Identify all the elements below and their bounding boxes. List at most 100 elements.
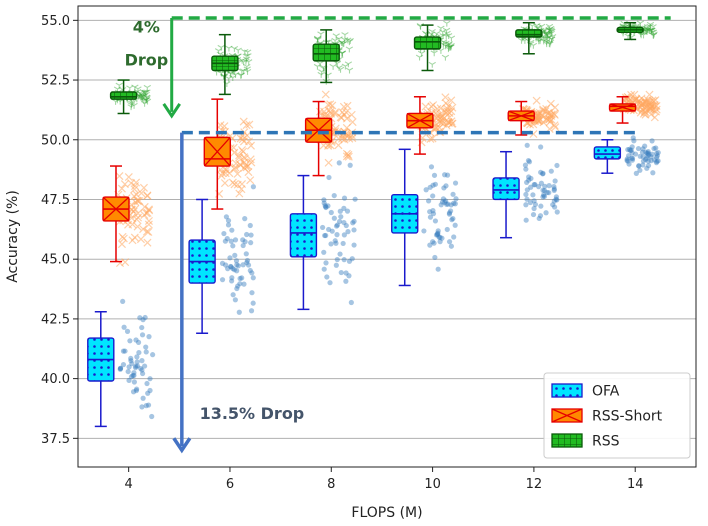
- rss-point: [313, 63, 322, 70]
- rss-short-point: [551, 123, 560, 132]
- rss-point: [243, 68, 252, 75]
- rss-point: [341, 32, 349, 38]
- ofa-point: [223, 214, 230, 220]
- ofa-point: [346, 273, 352, 279]
- ofa-point: [531, 198, 537, 204]
- ofa-point: [435, 232, 441, 238]
- rss-point: [111, 98, 120, 105]
- rss-short-point: [220, 179, 229, 188]
- rss-point: [241, 48, 249, 55]
- ofa-point: [222, 238, 228, 244]
- rss-point: [331, 37, 339, 44]
- rss-short-point: [433, 104, 442, 113]
- ofa-point: [128, 374, 135, 380]
- rss-point: [543, 31, 551, 38]
- ofa-point: [540, 194, 546, 200]
- ofa-point: [240, 242, 246, 249]
- ofa-point: [629, 155, 636, 162]
- rss-point: [547, 25, 555, 32]
- ofa-point: [134, 386, 140, 392]
- ofa-point: [134, 359, 140, 365]
- rss-short-point: [239, 147, 248, 156]
- ofa-point: [127, 338, 133, 344]
- legend-swatch-pattern: [552, 434, 582, 447]
- rss-point: [445, 41, 453, 48]
- ofa-point: [645, 162, 652, 169]
- rss-point: [646, 21, 655, 28]
- ofa-point: [250, 275, 256, 281]
- ofa-point: [524, 187, 530, 193]
- rss-point: [140, 100, 149, 107]
- ofa-point: [635, 145, 642, 152]
- ofa-point: [636, 163, 642, 169]
- rss-short-point: [428, 134, 437, 143]
- rss-point: [543, 30, 551, 36]
- ofa-point: [125, 368, 131, 375]
- rss-point: [243, 56, 251, 63]
- ofa-point: [629, 150, 635, 156]
- ofa-point: [551, 186, 557, 192]
- ofa-point: [538, 144, 544, 150]
- rss-point: [345, 46, 354, 53]
- ofa-point: [644, 150, 650, 157]
- x-tick-label: 6: [226, 477, 234, 492]
- ofa-point: [629, 144, 635, 150]
- ofa-point: [548, 168, 554, 174]
- rss-short-point: [319, 141, 328, 150]
- ofa-point: [219, 260, 226, 266]
- ofa-point: [541, 192, 547, 198]
- ofa-point: [636, 163, 642, 169]
- ofa-point: [553, 194, 560, 200]
- ofa-point: [551, 187, 557, 193]
- ofa-point: [645, 153, 651, 159]
- ofa-point: [442, 172, 448, 178]
- rss-box-10: [413, 24, 442, 72]
- rss-point: [225, 45, 233, 52]
- rss-point: [217, 44, 225, 51]
- ofa-point: [341, 219, 347, 226]
- ofa-point: [230, 243, 236, 249]
- rss-point: [143, 84, 151, 91]
- ofa-point: [341, 195, 348, 201]
- rss-box-6: [211, 33, 239, 96]
- rss-point: [547, 27, 555, 34]
- ofa-point: [531, 182, 537, 188]
- rss-point: [229, 75, 237, 82]
- ofa-point: [320, 224, 326, 231]
- ofa-point: [331, 215, 337, 221]
- ofa-point: [427, 184, 433, 190]
- rss-short-point: [245, 120, 254, 129]
- ofa-point: [239, 275, 245, 281]
- ofa-point: [651, 145, 657, 152]
- ofa-point: [242, 239, 248, 245]
- ofa-point: [134, 354, 140, 360]
- rss-point: [548, 28, 556, 35]
- rss-point: [138, 92, 146, 99]
- rss-point: [136, 90, 144, 97]
- ofa-point: [431, 240, 437, 246]
- ofa-point: [234, 285, 240, 292]
- rss-point: [143, 98, 152, 105]
- ofa-point: [629, 155, 635, 161]
- ofa-point: [333, 223, 340, 229]
- ofa-point: [654, 153, 661, 159]
- ofa-point: [225, 266, 231, 272]
- ofa-point: [432, 218, 439, 224]
- rss-point: [133, 89, 142, 95]
- ofa-point: [452, 180, 459, 186]
- rss-point: [649, 32, 658, 39]
- ofa-point: [435, 228, 441, 234]
- ofa-point: [345, 229, 351, 235]
- ofa-point: [227, 263, 234, 270]
- rss-short-point: [640, 103, 649, 112]
- rss-short-point: [142, 227, 152, 236]
- ofa-point: [333, 240, 339, 246]
- rss-short-point: [342, 149, 351, 158]
- ofa-point: [528, 175, 534, 182]
- ofa-point: [633, 170, 639, 176]
- ofa-point: [640, 154, 646, 160]
- ofa-point: [655, 149, 661, 156]
- ofa-point: [219, 277, 226, 283]
- rss-point: [130, 102, 138, 109]
